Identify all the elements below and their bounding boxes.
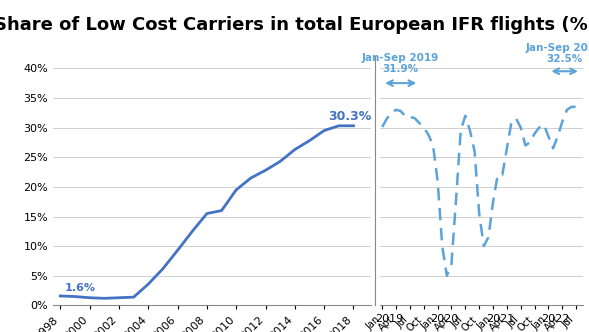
Text: Jan-Sep 2022
32.5%: Jan-Sep 2022 32.5% (526, 42, 589, 64)
Text: Share of Low Cost Carriers in total European IFR flights (%): Share of Low Cost Carriers in total Euro… (0, 16, 589, 34)
Text: 1.6%: 1.6% (65, 283, 96, 292)
Text: 2021: 2021 (486, 314, 514, 324)
Text: Jan-Sep 2019
31.9%: Jan-Sep 2019 31.9% (362, 53, 439, 74)
Text: 2020: 2020 (431, 314, 459, 324)
Text: 30.3%: 30.3% (329, 110, 372, 123)
Text: 2019: 2019 (375, 314, 403, 324)
Text: 2022: 2022 (541, 314, 570, 324)
